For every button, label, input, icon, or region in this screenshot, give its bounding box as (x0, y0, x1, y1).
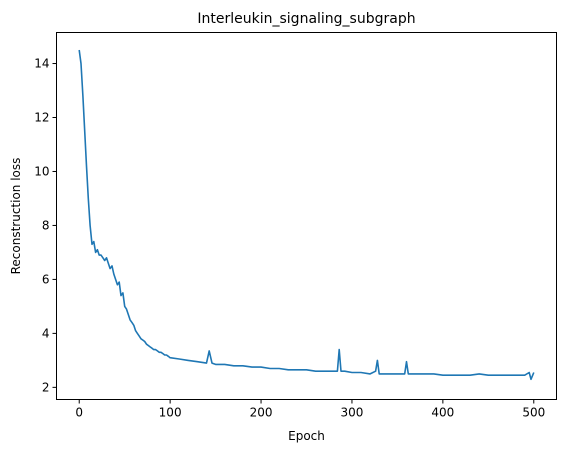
x-tick-label: 500 (522, 406, 545, 420)
x-tick-label: 100 (159, 406, 182, 420)
x-axis: 0 100 200 300 400 500 (75, 399, 545, 420)
plot-area (56, 32, 557, 400)
y-tick-label: 12 (34, 111, 49, 125)
y-axis: 2 4 6 8 10 12 14 (34, 57, 57, 394)
y-axis-title: Reconstruction loss (9, 158, 23, 275)
x-tick-label: 0 (75, 406, 83, 420)
x-tick-label: 400 (431, 406, 454, 420)
chart-title: Interleukin_signaling_subgraph (197, 11, 415, 27)
y-tick-label: 6 (42, 272, 50, 286)
y-tick-label: 4 (42, 326, 50, 340)
plot-frame (56, 32, 557, 400)
y-tick-label: 14 (34, 57, 49, 71)
x-tick-label: 200 (250, 406, 273, 420)
y-tick-label: 2 (42, 380, 50, 394)
x-tick-label: 300 (341, 406, 364, 420)
y-tick-label: 10 (34, 164, 49, 178)
y-tick-label: 8 (42, 218, 50, 232)
x-axis-title: Epoch (288, 429, 325, 443)
series-line (78, 49, 535, 381)
